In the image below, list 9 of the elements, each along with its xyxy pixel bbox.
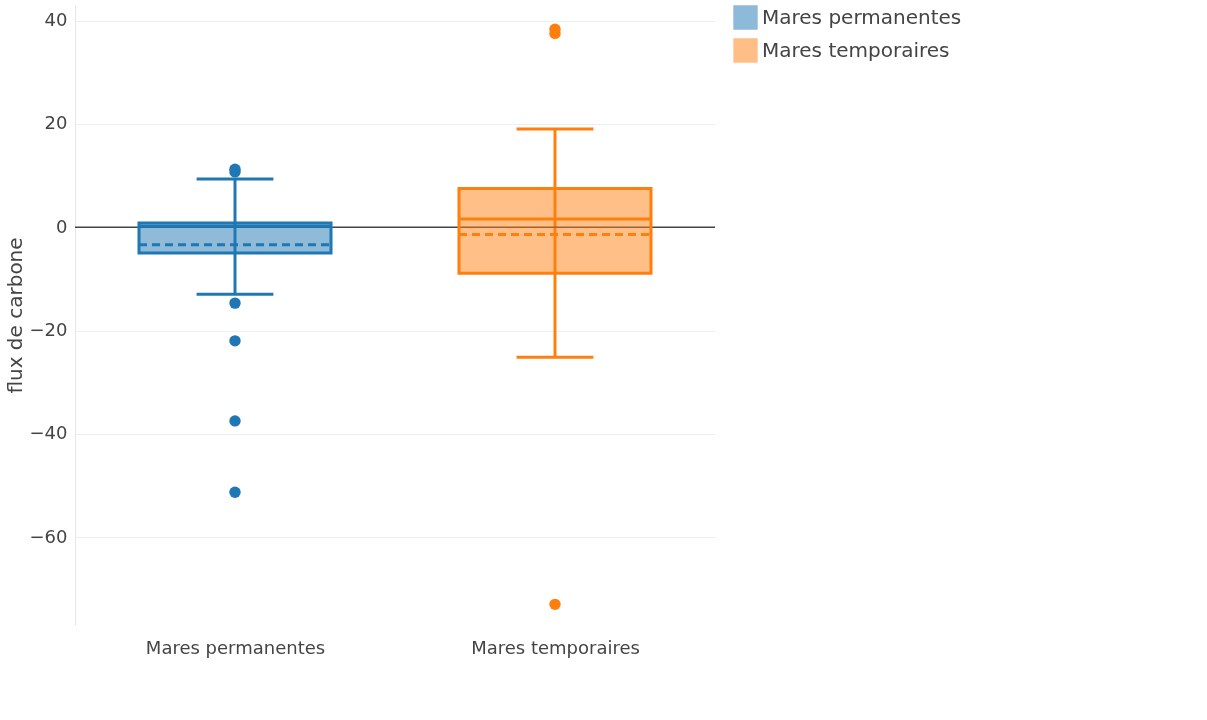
y-tick-label: 40	[44, 9, 68, 30]
legend-label: Mares temporaires	[762, 37, 950, 62]
y-tick-label: −40	[29, 422, 68, 444]
y-tick-label: −60	[29, 525, 68, 547]
y-tick-label: 20	[44, 112, 68, 134]
legend-label: Mares permanentes	[762, 4, 962, 29]
y-tick-label: 0	[56, 215, 68, 237]
y-tick-label: −20	[29, 319, 68, 340]
y-axis-title: flux de carbone	[2, 237, 27, 394]
